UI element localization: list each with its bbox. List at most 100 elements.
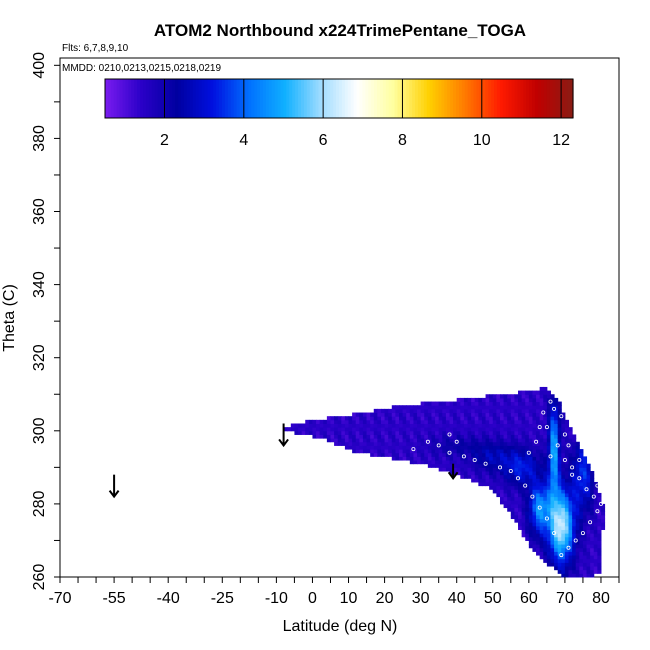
heatmap-cell: [582, 566, 588, 571]
heatmap-cell: [481, 463, 487, 468]
heatmap-cell: [399, 405, 404, 410]
heatmap-cell: [582, 500, 588, 505]
heatmap-cell: [586, 489, 591, 494]
heatmap-cell: [435, 438, 440, 443]
heatmap-cell: [489, 485, 494, 490]
heatmap-cell: [355, 416, 360, 421]
heatmap-cell: [503, 478, 508, 483]
heatmap-cell: [496, 489, 501, 494]
heatmap-cell: [492, 489, 497, 494]
heatmap-cell: [564, 449, 570, 454]
heatmap-cell: [575, 533, 580, 538]
heatmap-cell: [532, 408, 537, 414]
heatmap-cell: [572, 478, 577, 483]
heatmap-cell: [593, 500, 598, 505]
heatmap-cell: [593, 507, 598, 512]
heatmap-cell: [582, 533, 588, 538]
heatmap-cell: [316, 423, 321, 428]
heatmap-cell: [579, 558, 584, 563]
colorbar-segment: [186, 79, 191, 118]
heatmap-cell: [554, 485, 559, 490]
heatmap-cell: [496, 401, 501, 406]
heatmap-cell: [460, 474, 465, 479]
heatmap-cell: [402, 423, 407, 428]
heatmap-cell: [366, 427, 371, 432]
heatmap-cell: [528, 503, 533, 509]
heatmap-cell: [521, 438, 526, 443]
heatmap-cell: [460, 441, 465, 446]
heatmap-cell: [525, 434, 530, 439]
heatmap-cell: [546, 441, 551, 446]
heatmap-cell: [503, 467, 508, 472]
heatmap-cell: [298, 427, 303, 432]
heatmap-cell: [582, 514, 588, 520]
heatmap-cell: [438, 434, 443, 439]
heatmap-cell: [568, 573, 573, 578]
heatmap-cell: [445, 449, 450, 454]
heatmap-cell: [474, 449, 479, 454]
heatmap-cell: [532, 481, 537, 487]
heatmap-cell: [399, 416, 404, 421]
heatmap-cell: [409, 405, 414, 410]
heatmap-cell: [597, 529, 602, 534]
heatmap-cell: [528, 427, 533, 432]
heatmap-cell: [366, 412, 371, 417]
heatmap-cell: [481, 423, 487, 428]
heatmap-cell: [431, 427, 436, 432]
heatmap-cell: [380, 449, 386, 454]
colorbar-segment: [248, 79, 252, 118]
heatmap-cell: [492, 478, 497, 483]
colorbar-segment: [491, 79, 495, 118]
heatmap-cell: [399, 434, 404, 439]
heatmap-cell: [496, 478, 501, 483]
heatmap-cell: [521, 430, 526, 435]
heatmap-cell: [550, 522, 555, 527]
heatmap-cell: [460, 438, 465, 443]
heatmap-cell: [514, 394, 519, 399]
heatmap-cell: [341, 416, 346, 421]
heatmap-cell: [503, 449, 508, 454]
heatmap-cell: [510, 408, 515, 414]
colorbar-segment: [523, 79, 527, 118]
heatmap-cell: [438, 463, 443, 468]
heatmap-cell: [539, 522, 544, 527]
heatmap-cell: [550, 434, 555, 439]
heatmap-cell: [528, 533, 533, 538]
heatmap-cell: [546, 397, 551, 403]
heatmap-cell: [420, 430, 425, 435]
heatmap-cell: [564, 514, 570, 520]
heatmap-cell: [525, 463, 530, 468]
heatmap-cell: [485, 478, 490, 483]
heatmap-cell: [550, 438, 555, 443]
colorbar-segment: [105, 79, 109, 118]
heatmap-cell: [572, 452, 577, 457]
heatmap-cell: [312, 427, 317, 432]
heatmap-cell: [525, 452, 530, 457]
heatmap-cell: [564, 500, 570, 505]
heatmap-cell: [417, 456, 422, 461]
heatmap-cell: [543, 492, 548, 498]
heatmap-cell: [514, 485, 519, 490]
heatmap-cell: [528, 489, 533, 494]
heatmap-cell: [550, 397, 555, 403]
heatmap-cell: [568, 569, 573, 574]
heatmap-cell: [582, 544, 588, 549]
heatmap-cell: [579, 529, 584, 534]
heatmap-cell: [550, 460, 555, 465]
sample-point: [447, 432, 452, 437]
heatmap-cell: [399, 441, 404, 446]
heatmap-cell: [572, 544, 577, 549]
heatmap-cell: [424, 423, 429, 428]
heatmap-cell: [449, 460, 454, 465]
heatmap-cell: [471, 452, 476, 457]
heatmap-cell: [402, 449, 407, 454]
heatmap-cell: [510, 474, 515, 479]
heatmap-cell: [377, 416, 382, 421]
heatmap-cell: [514, 445, 519, 450]
heatmap-cell: [460, 430, 465, 435]
heatmap-cell: [499, 405, 505, 410]
heatmap-cell: [463, 467, 469, 472]
colorbar-segment: [368, 79, 372, 118]
colorbar-segment: [333, 79, 337, 118]
heatmap-cell: [579, 456, 584, 461]
